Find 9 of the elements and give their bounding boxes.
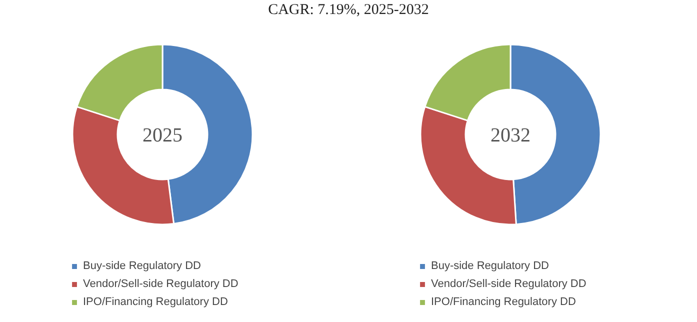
legend-label: IPO/Financing Regulatory DD: [431, 296, 576, 308]
text: 2032: [490, 124, 530, 146]
legend-label: IPO/Financing Regulatory DD: [83, 296, 228, 308]
legend-label: Vendor/Sell-side Regulatory DD: [83, 278, 238, 290]
text: 2025: [142, 124, 182, 146]
legend-label: Buy-side Regulatory DD: [83, 260, 201, 272]
text: CAGR: 7.19%, 2025-2032: [268, 1, 429, 20]
legend-label: Vendor/Sell-side Regulatory DD: [431, 278, 586, 290]
legend-label: Buy-side Regulatory DD: [431, 260, 549, 272]
